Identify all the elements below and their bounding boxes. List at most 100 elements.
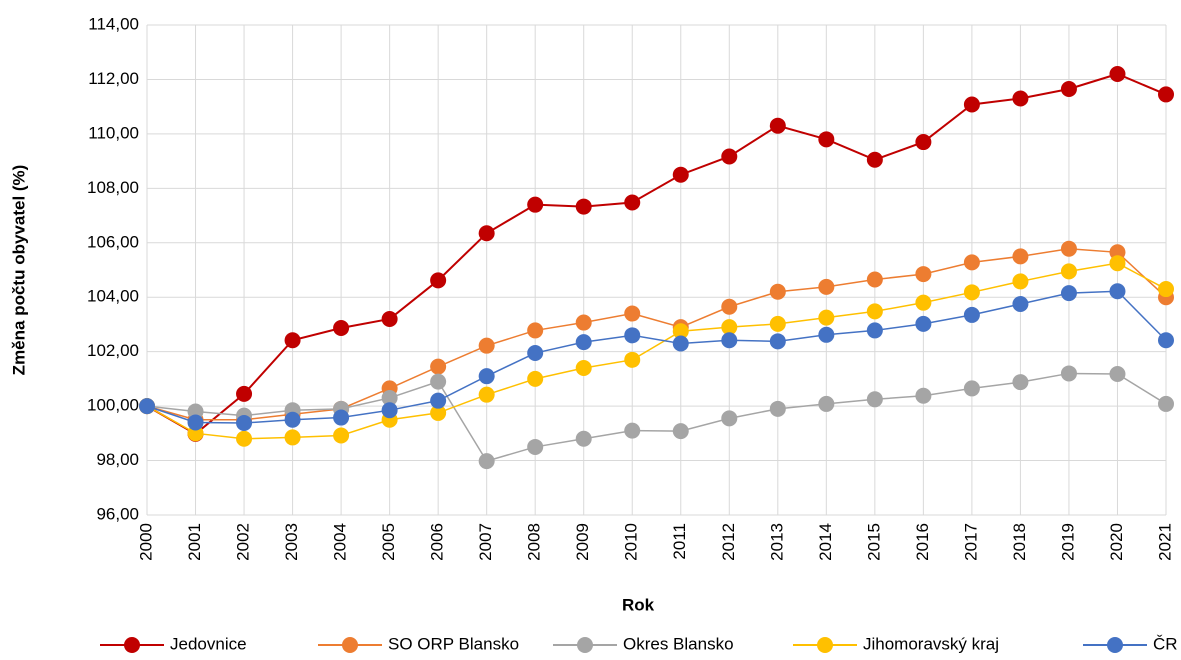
data-point — [963, 380, 980, 397]
data-point — [1109, 255, 1126, 272]
data-point — [333, 319, 350, 336]
data-point — [1060, 285, 1077, 302]
data-point — [575, 198, 592, 215]
data-point — [527, 345, 544, 362]
data-point — [575, 360, 592, 376]
data-point — [769, 117, 786, 134]
legend-marker — [342, 637, 358, 653]
data-point — [721, 319, 738, 336]
x-tick-label: 2009 — [573, 523, 592, 561]
y-tick-label: 102,00 — [87, 341, 139, 360]
legend-item: SO ORP Blansko — [318, 634, 519, 653]
data-point — [187, 414, 204, 431]
data-point — [915, 387, 932, 404]
y-tick-label: 96,00 — [96, 504, 139, 523]
legend-label: Jihomoravský kraj — [863, 634, 999, 653]
y-tick-label: 104,00 — [87, 287, 139, 306]
data-point — [575, 430, 592, 447]
data-point — [284, 411, 301, 428]
data-point — [1060, 240, 1077, 257]
legend-marker — [124, 637, 140, 653]
data-point — [963, 284, 980, 301]
y-tick-label: 106,00 — [87, 232, 139, 251]
data-point — [236, 414, 253, 431]
series-line — [146, 262, 1167, 440]
data-point — [527, 370, 544, 387]
legend-item: Okres Blansko — [553, 634, 734, 653]
x-tick-label: 2004 — [331, 523, 350, 561]
data-point — [1158, 281, 1174, 298]
data-point — [1060, 365, 1077, 382]
data-point — [527, 196, 544, 213]
data-point — [866, 303, 883, 320]
data-point — [430, 404, 447, 421]
data-point — [963, 96, 980, 113]
legend-item: Jedovnice — [100, 634, 247, 653]
data-point — [866, 391, 883, 408]
data-point — [1109, 66, 1126, 82]
y-tick-label: 108,00 — [87, 178, 139, 197]
y-axis-label: Změna počtu obyvatel (%) — [9, 165, 28, 376]
x-tick-label: 2017 — [961, 523, 980, 561]
data-point — [818, 326, 835, 343]
legend-label: Okres Blansko — [623, 634, 734, 653]
data-point — [963, 306, 980, 323]
x-tick-label: 2006 — [428, 523, 447, 561]
data-point — [624, 422, 641, 439]
x-tick-label: 2015 — [864, 523, 883, 561]
data-point — [721, 148, 738, 165]
data-point — [575, 334, 592, 351]
data-point — [430, 358, 447, 375]
x-tick-label: 2002 — [234, 523, 253, 561]
data-point — [139, 398, 155, 415]
data-point — [527, 438, 544, 455]
data-point — [672, 335, 689, 352]
series-line — [146, 372, 1167, 462]
data-point — [915, 134, 932, 151]
x-tick-label: 2012 — [719, 523, 738, 561]
data-point — [381, 311, 398, 327]
data-point — [672, 166, 689, 183]
x-tick-label: 2003 — [282, 523, 301, 561]
data-point — [769, 400, 786, 417]
data-point — [1158, 86, 1174, 103]
data-point — [721, 410, 738, 427]
data-point — [381, 402, 398, 419]
data-point — [1012, 273, 1029, 290]
x-tick-label: 2016 — [913, 523, 932, 561]
data-point — [769, 315, 786, 332]
y-tick-label: 112,00 — [88, 69, 139, 88]
data-point — [430, 373, 447, 390]
data-point — [1060, 80, 1077, 97]
x-tick-label: 2000 — [136, 523, 155, 561]
data-point — [721, 332, 738, 349]
x-tick-label: 2019 — [1058, 523, 1077, 561]
data-point — [721, 298, 738, 315]
data-point — [430, 392, 447, 409]
data-point — [381, 389, 398, 406]
data-point — [333, 427, 350, 444]
x-tick-label: 2020 — [1107, 523, 1126, 561]
data-point — [915, 294, 932, 311]
data-point — [769, 333, 786, 350]
data-point — [915, 315, 932, 332]
y-tick-label: 110,00 — [88, 123, 139, 142]
data-point — [478, 225, 495, 242]
data-point — [1060, 263, 1077, 280]
legend-item: ČR — [1083, 634, 1178, 653]
legend-marker — [577, 637, 593, 653]
data-point — [478, 368, 495, 385]
y-tick-label: 114,00 — [88, 14, 139, 33]
data-point — [1012, 248, 1029, 265]
x-tick-label: 2007 — [476, 523, 495, 561]
data-point — [818, 309, 835, 326]
legend-marker — [1107, 637, 1123, 653]
x-tick-label: 2011 — [670, 523, 689, 560]
data-point — [624, 194, 641, 211]
data-point — [1158, 395, 1174, 412]
data-point — [333, 409, 350, 426]
x-tick-label: 2014 — [816, 523, 835, 561]
data-point — [1109, 365, 1126, 382]
x-axis-label: Rok — [622, 595, 655, 614]
